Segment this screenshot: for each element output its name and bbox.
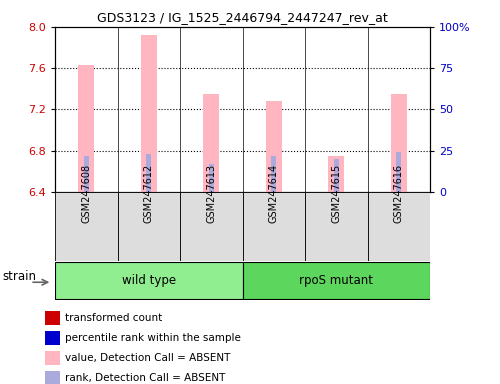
- Bar: [334, 159, 339, 192]
- Bar: [391, 94, 406, 192]
- Bar: [305, 192, 368, 261]
- Text: GSM247612: GSM247612: [144, 164, 154, 223]
- Text: GSM247608: GSM247608: [81, 164, 91, 223]
- Text: GSM247613: GSM247613: [206, 164, 216, 223]
- Text: wild type: wild type: [122, 274, 176, 287]
- Bar: [209, 164, 214, 192]
- Text: transformed count: transformed count: [65, 313, 162, 323]
- Bar: [55, 192, 118, 261]
- Text: percentile rank within the sample: percentile rank within the sample: [65, 333, 240, 343]
- Text: rank, Detection Call = ABSENT: rank, Detection Call = ABSENT: [65, 373, 225, 383]
- Bar: [44, 351, 60, 366]
- Text: GSM247616: GSM247616: [394, 164, 404, 223]
- Text: GSM247614: GSM247614: [269, 164, 279, 223]
- Bar: [328, 156, 344, 192]
- Bar: [118, 192, 180, 261]
- Bar: [146, 154, 151, 192]
- Text: strain: strain: [3, 270, 37, 283]
- Title: GDS3123 / IG_1525_2446794_2447247_rev_at: GDS3123 / IG_1525_2446794_2447247_rev_at: [97, 11, 388, 24]
- Bar: [242, 192, 305, 261]
- Text: rpoS mutant: rpoS mutant: [299, 274, 373, 287]
- Bar: [78, 65, 94, 192]
- Bar: [266, 101, 281, 192]
- Text: value, Detection Call = ABSENT: value, Detection Call = ABSENT: [65, 353, 230, 363]
- Text: GSM247615: GSM247615: [331, 164, 341, 223]
- Bar: [141, 35, 156, 192]
- Bar: [44, 311, 60, 325]
- Bar: [44, 331, 60, 345]
- Bar: [396, 152, 401, 192]
- Bar: [180, 192, 242, 261]
- Bar: [55, 262, 242, 299]
- Bar: [84, 156, 89, 192]
- Bar: [204, 94, 219, 192]
- Bar: [44, 371, 60, 384]
- Bar: [368, 192, 430, 261]
- Bar: [271, 156, 276, 192]
- Bar: [242, 262, 430, 299]
